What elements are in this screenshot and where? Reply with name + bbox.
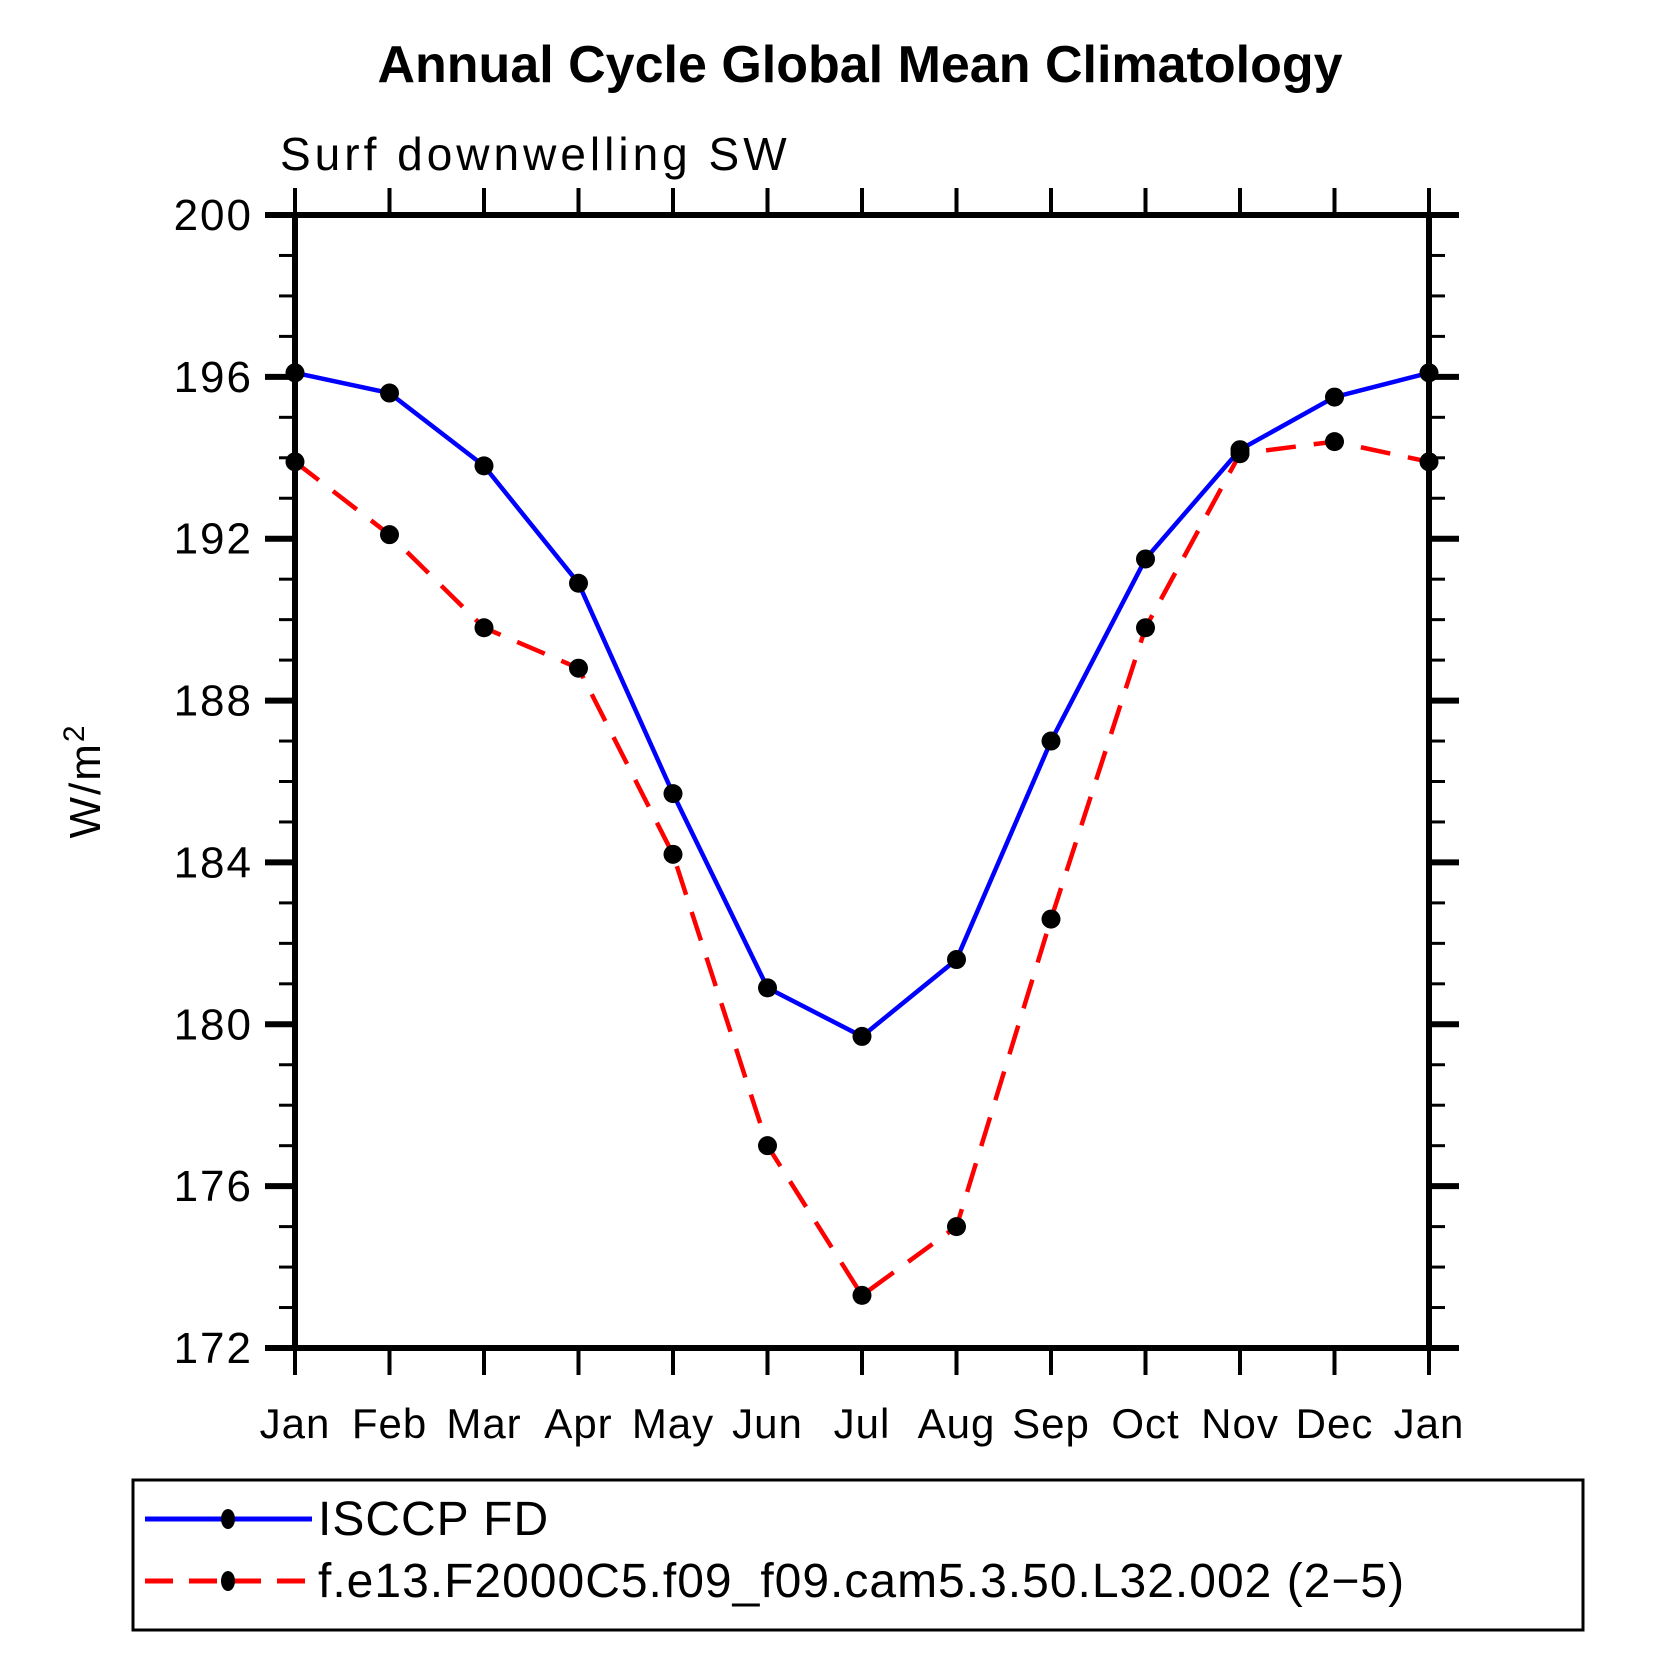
data-point-marker xyxy=(1136,618,1155,638)
x-axis-tick-label: Oct xyxy=(1111,1400,1179,1447)
legend-marker-0 xyxy=(221,1509,235,1529)
y-axis-tick-label: 196 xyxy=(174,353,253,402)
data-point-marker xyxy=(1419,363,1439,383)
series-line-0 xyxy=(294,370,1430,1040)
data-point-marker xyxy=(474,456,494,476)
legend-label-0: ISCCP FD xyxy=(318,1493,549,1546)
data-point-marker xyxy=(947,950,966,970)
y-axis-tick-label: 188 xyxy=(174,677,253,726)
series-layer xyxy=(285,363,1439,1305)
x-axis-tick-label: Sep xyxy=(1012,1400,1090,1447)
x-axis-tick-label: Jul xyxy=(834,1400,891,1447)
legend-layer: ISCCP FD f.e13.F2000C5.f09_f09.cam5.3.50.… xyxy=(131,1478,1585,1632)
data-point-marker xyxy=(569,658,588,678)
legend-box xyxy=(131,1478,1585,1632)
chart-subtitle: Surf downwelling SW xyxy=(280,128,791,180)
data-point-marker xyxy=(569,573,588,593)
data-point-marker xyxy=(947,1217,966,1237)
data-point-marker xyxy=(1325,432,1344,452)
data-point-marker xyxy=(663,784,683,804)
x-axis-tick-label: Jan xyxy=(1394,1400,1465,1447)
y-axis-tick-label: 200 xyxy=(174,191,253,240)
x-axis-tick-label: Dec xyxy=(1296,1400,1374,1447)
axes-layer: 172 176 180 184 188 192 196 200 Jan Feb Mar Apr May J… xyxy=(174,188,1465,1447)
x-axis-tick-label: Aug xyxy=(918,1400,996,1447)
y-axis-tick-label: 172 xyxy=(174,1324,253,1373)
x-axis-tick-label: Mar xyxy=(446,1400,521,1447)
data-point-marker xyxy=(852,1285,872,1305)
data-point-marker xyxy=(285,452,305,472)
data-point-marker xyxy=(758,1136,777,1156)
y-axis-label: W/m2 xyxy=(58,723,110,838)
x-axis-tick-label: May xyxy=(632,1400,714,1447)
data-point-marker xyxy=(852,1026,872,1046)
legend-label-1: f.e13.F2000C5.f09_f09.cam5.3.50.L32.002 … xyxy=(318,1555,1405,1608)
y-axis-tick-label: 176 xyxy=(174,1162,253,1211)
data-point-marker xyxy=(1230,444,1250,464)
y-axis-tick-label: 180 xyxy=(174,1000,253,1049)
data-point-marker xyxy=(474,618,494,638)
legend-marker-1 xyxy=(221,1571,235,1591)
data-point-marker xyxy=(380,383,399,403)
x-axis-tick-label: Apr xyxy=(544,1400,612,1447)
data-point-marker xyxy=(758,978,777,998)
data-point-marker xyxy=(1419,452,1439,472)
data-point-marker xyxy=(663,844,683,864)
data-point-marker xyxy=(285,363,305,383)
y-axis-tick-label: 184 xyxy=(174,838,253,887)
x-axis-tick-label: Feb xyxy=(352,1400,427,1447)
data-point-marker xyxy=(1041,909,1061,929)
data-point-marker xyxy=(1325,387,1344,407)
y-axis-tick-label: 192 xyxy=(174,515,253,564)
chart-title: Annual Cycle Global Mean Climatology xyxy=(377,36,1342,94)
data-point-marker xyxy=(1041,731,1061,751)
x-axis-tick-label: Jun xyxy=(732,1400,803,1447)
plot-border xyxy=(292,212,1432,1351)
x-axis-tick-label: Jan xyxy=(260,1400,331,1447)
x-axis-tick-label: Nov xyxy=(1201,1400,1279,1447)
series-line-1 xyxy=(293,439,1430,1299)
data-point-marker xyxy=(1136,549,1155,569)
data-point-marker xyxy=(380,525,399,545)
